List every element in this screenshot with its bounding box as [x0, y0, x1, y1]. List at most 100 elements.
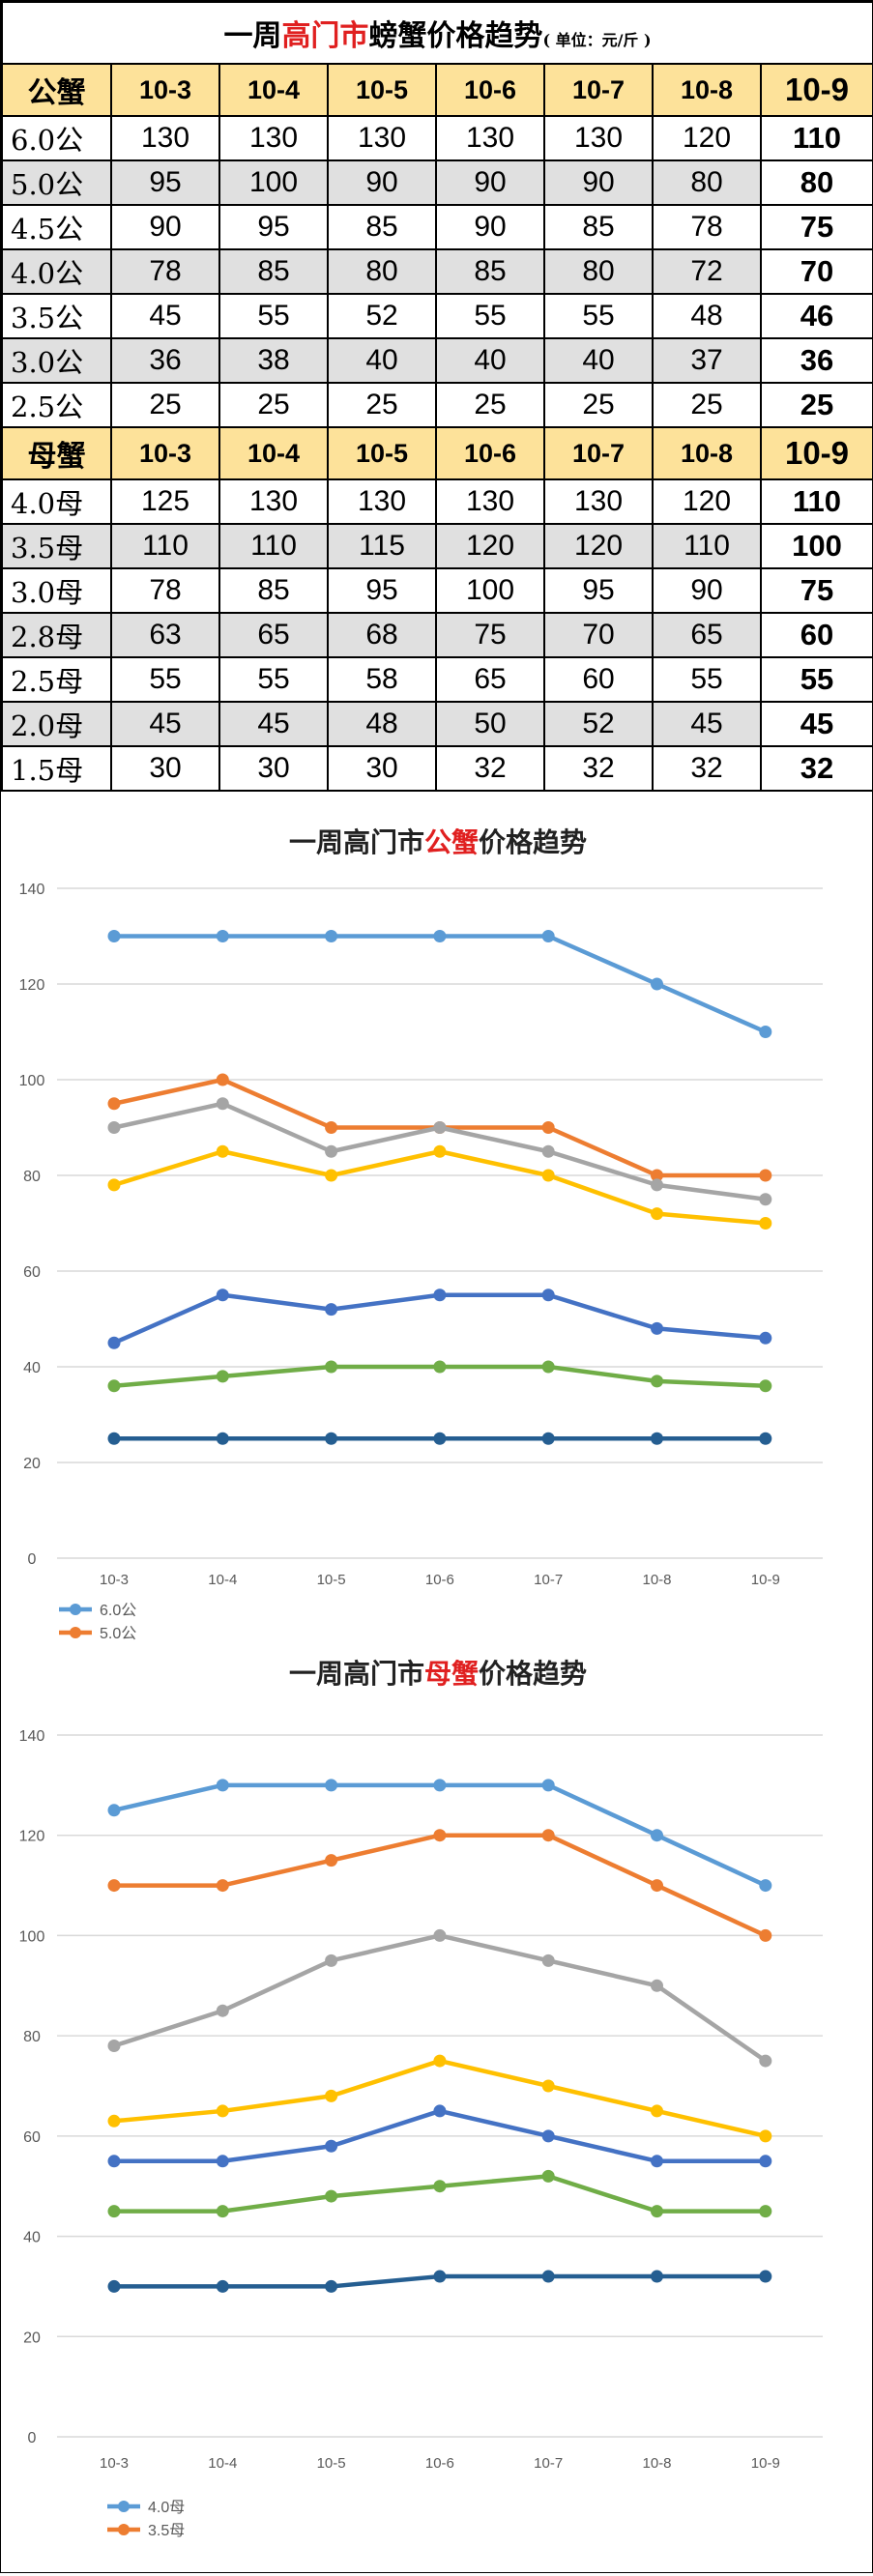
data-point	[325, 930, 338, 942]
male-price-row: 4.0公 78 85 80 85 80 72 70	[1, 248, 873, 295]
female-price-row: 2.8母 63 65 68 75 70 65 60	[1, 612, 873, 658]
price-cell: 100	[218, 159, 329, 206]
data-point	[541, 1121, 555, 1134]
data-point	[216, 1432, 229, 1445]
price-cell: 110	[759, 478, 873, 525]
data-point	[651, 2155, 663, 2168]
price-cell: 58	[327, 656, 437, 703]
male-price-row: 3.0公 36 38 40 40 40 37 36	[1, 337, 873, 384]
male-crab-chart: 一周高门市公蟹价格趋势 0 20 40 60 80 100 120 140 10-3 10-4 10-…	[1, 811, 872, 1642]
price-cell: 65	[652, 612, 762, 658]
price-cell: 85	[543, 204, 654, 250]
price-cell: 75	[759, 204, 873, 250]
price-cell: 60	[543, 656, 654, 703]
price-cell: 90	[543, 159, 654, 206]
date-header: 10-6	[435, 63, 545, 117]
price-cell: 55	[435, 293, 545, 339]
series-line	[113, 1292, 766, 1346]
price-cell: 70	[759, 248, 873, 295]
data-point	[759, 1432, 772, 1445]
male-header-row: 公蟹 10-3 10-4 10-5 10-6 10-7 10-8 10-9	[1, 63, 873, 117]
data-point	[651, 1829, 663, 1842]
price-cell: 100	[759, 523, 873, 569]
data-point	[325, 2279, 338, 2293]
date-header: 10-7	[543, 426, 654, 480]
data-point	[541, 1360, 555, 1374]
price-cell: 65	[218, 612, 329, 658]
data-point	[541, 1829, 555, 1842]
data-point	[433, 1121, 447, 1134]
price-cell: 55	[652, 656, 762, 703]
price-cell: 45	[652, 701, 762, 747]
y-tick-label: 20	[23, 2330, 41, 2346]
data-point	[107, 930, 121, 942]
data-point	[433, 1360, 447, 1374]
size-label: 2.0母	[1, 701, 112, 747]
data-point	[541, 1432, 555, 1445]
x-tick-label: 10-3	[100, 1572, 129, 1588]
size-label: 3.0母	[1, 567, 112, 614]
female-price-row: 3.0母 78 85 95 100 95 90 75	[1, 567, 873, 614]
x-tick-label: 10-5	[317, 1572, 346, 1588]
price-cell: 90	[435, 204, 545, 250]
price-cell: 50	[435, 701, 545, 747]
chart-title-highlight: 母蟹	[424, 1658, 479, 1690]
price-cell: 45	[759, 701, 873, 747]
date-header: 10-3	[110, 426, 220, 480]
price-cell: 72	[652, 248, 762, 295]
price-cell: 25	[759, 382, 873, 428]
price-cell: 80	[327, 248, 437, 295]
price-cell: 55	[110, 656, 220, 703]
price-cell: 32	[759, 745, 873, 792]
x-tick-label: 10-7	[534, 1572, 563, 1588]
price-cell: 63	[110, 612, 220, 658]
male-price-row: 3.5公 45 55 52 55 55 48 46	[1, 293, 873, 339]
x-tick-label: 10-4	[208, 2455, 237, 2472]
price-cell: 55	[218, 293, 329, 339]
data-point	[759, 1379, 772, 1393]
data-point	[541, 2270, 555, 2283]
data-point	[433, 1829, 447, 1842]
size-label: 1.5母	[1, 745, 112, 792]
y-tick-label: 60	[23, 1264, 41, 1281]
price-cell: 85	[218, 567, 329, 614]
price-cell: 32	[435, 745, 545, 792]
price-cell: 36	[759, 337, 873, 384]
price-cell: 30	[327, 745, 437, 792]
data-point	[651, 1979, 663, 1992]
y-tick-label: 0	[28, 1551, 37, 1568]
data-point	[216, 1779, 229, 1792]
data-point	[325, 2189, 338, 2203]
price-cell: 130	[218, 115, 329, 161]
data-point	[541, 2129, 555, 2143]
data-point	[651, 1169, 663, 1182]
price-cell: 36	[110, 337, 220, 384]
price-cell: 78	[110, 248, 220, 295]
data-point	[651, 1178, 663, 1192]
data-point	[325, 1954, 338, 1967]
y-tick-label: 100	[19, 1928, 45, 1945]
price-cell: 130	[327, 478, 437, 525]
male-header-label: 公蟹	[1, 63, 112, 117]
male-price-row: 2.5公 25 25 25 25 25 25 25	[1, 382, 873, 428]
price-cell: 90	[435, 159, 545, 206]
y-tick-label: 140	[19, 882, 45, 898]
data-point	[759, 2270, 772, 2283]
price-cell: 30	[218, 745, 329, 792]
chart-title-highlight: 公蟹	[424, 826, 479, 858]
data-point	[216, 2004, 229, 2017]
data-point	[216, 2155, 229, 2168]
price-cell: 78	[652, 204, 762, 250]
price-cell: 75	[435, 612, 545, 658]
data-point	[759, 1331, 772, 1345]
male-price-row: 4.5公 90 95 85 90 85 78 75	[1, 204, 873, 250]
size-label: 2.8母	[1, 612, 112, 658]
price-cell: 95	[543, 567, 654, 614]
price-cell: 120	[652, 115, 762, 161]
chart-title: 一周高门市公蟹价格趋势	[289, 826, 587, 858]
price-cell: 25	[543, 382, 654, 428]
price-cell: 130	[435, 115, 545, 161]
price-cell: 32	[652, 745, 762, 792]
date-header: 10-4	[218, 426, 329, 480]
